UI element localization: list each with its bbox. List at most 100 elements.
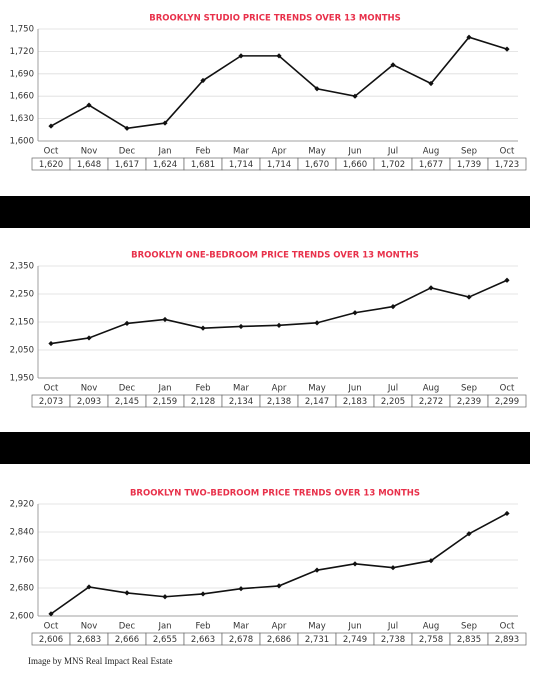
separator-bar bbox=[0, 432, 530, 464]
value-label: 2,893 bbox=[495, 635, 519, 645]
x-tick-label: Oct bbox=[500, 384, 515, 394]
marker bbox=[314, 86, 320, 92]
chart-title: BROOKLYN ONE-BEDROOM PRICE TRENDS OVER 1… bbox=[131, 251, 419, 261]
value-label: 1,723 bbox=[495, 160, 519, 170]
value-label: 2,678 bbox=[229, 635, 253, 645]
value-label: 1,660 bbox=[343, 160, 367, 170]
value-label: 2,686 bbox=[267, 635, 291, 645]
value-label: 2,758 bbox=[419, 635, 443, 645]
y-tick-label: 1,630 bbox=[10, 114, 34, 124]
marker bbox=[86, 584, 92, 590]
value-label: 2,683 bbox=[77, 635, 101, 645]
marker bbox=[238, 323, 244, 330]
x-tick-label: Jul bbox=[387, 622, 398, 632]
value-label: 2,147 bbox=[305, 397, 329, 407]
y-tick-label: 2,760 bbox=[10, 556, 34, 566]
value-label: 2,159 bbox=[153, 397, 177, 407]
marker bbox=[48, 123, 54, 129]
y-tick-label: 1,720 bbox=[10, 47, 34, 57]
x-tick-label: Feb bbox=[195, 384, 210, 394]
value-label: 2,239 bbox=[457, 397, 481, 407]
value-label: 1,624 bbox=[153, 160, 177, 170]
marker bbox=[276, 583, 282, 589]
marker bbox=[352, 561, 358, 567]
x-tick-label: May bbox=[308, 384, 326, 394]
x-tick-label: Jun bbox=[347, 384, 361, 394]
marker bbox=[200, 591, 206, 597]
value-label: 1,620 bbox=[39, 160, 63, 170]
x-tick-label: Apr bbox=[272, 622, 287, 632]
x-tick-label: Aug bbox=[423, 384, 440, 394]
x-tick-label: Oct bbox=[44, 384, 59, 394]
x-tick-label: Mar bbox=[233, 384, 250, 394]
table-cell bbox=[487, 394, 527, 408]
x-tick-label: Jan bbox=[157, 147, 171, 157]
marker bbox=[124, 320, 130, 326]
marker bbox=[162, 316, 168, 323]
marker bbox=[314, 320, 320, 326]
x-tick-label: Aug bbox=[423, 147, 440, 157]
marker bbox=[162, 594, 168, 600]
line bbox=[50, 36, 508, 130]
x-tick-label: Sep bbox=[461, 622, 477, 632]
marker bbox=[352, 93, 358, 99]
x-tick-label: Oct bbox=[44, 622, 59, 632]
value-label: 1,677 bbox=[419, 160, 443, 170]
marker bbox=[504, 277, 510, 283]
value-label: 2,128 bbox=[191, 397, 215, 407]
y-tick-label: 2,050 bbox=[10, 346, 34, 356]
x-tick-label: Oct bbox=[44, 147, 59, 157]
chart-title: BROOKLYN TWO-BEDROOM PRICE TRENDS OVER 1… bbox=[130, 489, 420, 499]
x-tick-label: Sep bbox=[461, 147, 477, 157]
marker bbox=[352, 310, 358, 316]
y-tick-label: 2,840 bbox=[10, 528, 34, 538]
chart-title: BROOKLYN STUDIO PRICE TRENDS OVER 13 MON… bbox=[149, 14, 400, 24]
value-label: 2,073 bbox=[39, 397, 63, 407]
y-tick-label: 1,600 bbox=[10, 137, 34, 147]
x-tick-label: Dec bbox=[119, 384, 136, 394]
x-tick-label: Feb bbox=[195, 147, 210, 157]
value-label: 2,183 bbox=[343, 397, 367, 407]
marker bbox=[276, 322, 282, 328]
marker bbox=[48, 340, 54, 347]
value-label: 1,681 bbox=[191, 160, 215, 170]
x-tick-label: Jun bbox=[347, 622, 361, 632]
marker bbox=[466, 531, 472, 537]
marker bbox=[390, 565, 396, 571]
marker bbox=[124, 125, 130, 131]
marker bbox=[428, 80, 434, 87]
value-label: 1,714 bbox=[229, 160, 253, 170]
marker bbox=[162, 120, 168, 126]
value-label: 2,666 bbox=[115, 635, 139, 645]
x-tick-label: Aug bbox=[423, 622, 440, 632]
x-tick-label: Feb bbox=[195, 622, 210, 632]
x-tick-label: Dec bbox=[119, 147, 136, 157]
marker bbox=[200, 77, 206, 84]
x-tick-label: Mar bbox=[233, 622, 250, 632]
value-label: 2,205 bbox=[381, 397, 405, 407]
marker bbox=[466, 294, 472, 300]
x-tick-label: Jan bbox=[157, 384, 171, 394]
x-tick-label: Sep bbox=[461, 384, 477, 394]
separator-bar bbox=[0, 196, 530, 228]
y-tick-label: 2,150 bbox=[10, 318, 34, 328]
value-label: 1,702 bbox=[381, 160, 405, 170]
x-tick-label: Nov bbox=[81, 622, 98, 632]
x-tick-label: Dec bbox=[119, 622, 136, 632]
value-label: 2,138 bbox=[267, 397, 291, 407]
value-label: 2,655 bbox=[153, 635, 177, 645]
value-label: 2,749 bbox=[343, 635, 367, 645]
value-label: 1,739 bbox=[457, 160, 481, 170]
value-label: 2,835 bbox=[457, 635, 481, 645]
x-tick-label: Oct bbox=[500, 147, 515, 157]
marker bbox=[390, 304, 396, 310]
marker bbox=[428, 285, 434, 291]
y-tick-label: 2,350 bbox=[10, 262, 34, 272]
x-tick-label: Jul bbox=[387, 384, 398, 394]
marker bbox=[504, 510, 510, 517]
value-label: 1,648 bbox=[77, 160, 101, 170]
value-label: 2,145 bbox=[115, 397, 139, 407]
x-tick-label: Jun bbox=[347, 147, 361, 157]
